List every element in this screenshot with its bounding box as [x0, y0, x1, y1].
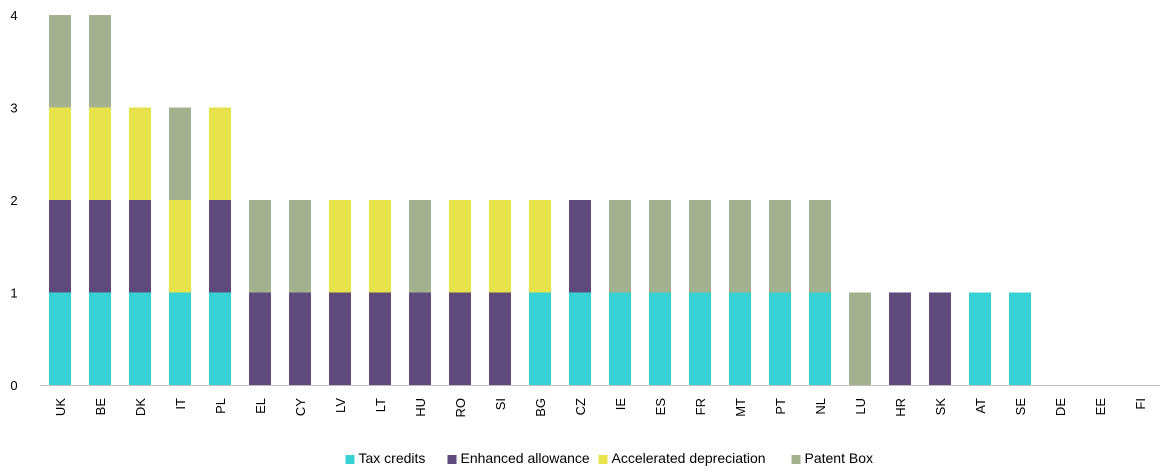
bar-segment-it-patent-box [169, 107, 191, 200]
bar-segment-lu-patent-box [849, 292, 871, 385]
bar-segment-nl-patent-box [809, 200, 831, 293]
bar-segment-ie-patent-box [609, 200, 631, 293]
x-tick-label-lv: LV [333, 398, 348, 413]
bar-segment-el-enhanced-allowance [249, 292, 271, 385]
x-tick-label-fi: FI [1133, 398, 1148, 410]
bar-segment-se-tax-credits [1009, 292, 1031, 385]
x-tick-label-at: AT [973, 398, 988, 414]
x-tick-label-dk: DK [133, 398, 148, 416]
bar-segment-bg-accelerated-depreciation [529, 200, 551, 293]
y-tick-label: 3 [10, 101, 17, 116]
bar-segment-dk-accelerated-depreciation [129, 107, 151, 200]
x-tick-label-bg: BG [533, 398, 548, 417]
bar-segment-lv-accelerated-depreciation [329, 200, 351, 293]
bar-segment-ro-enhanced-allowance [449, 292, 471, 385]
x-tick-label-lu: LU [853, 398, 868, 415]
x-tick-label-hu: HU [413, 398, 428, 417]
x-tick-label-uk: UK [53, 398, 68, 416]
x-tick-label-be: BE [93, 398, 108, 416]
bar-segment-el-patent-box [249, 200, 271, 293]
x-tick-label-ee: EE [1093, 398, 1108, 416]
bar-segment-ro-accelerated-depreciation [449, 200, 471, 293]
x-tick-label-se: SE [1013, 398, 1028, 416]
x-tick-label-pt: PT [773, 398, 788, 415]
bars [49, 15, 1031, 385]
x-tick-label-sk: SK [933, 398, 948, 416]
y-tick-label: 4 [10, 8, 17, 23]
bar-segment-pl-enhanced-allowance [209, 200, 231, 293]
x-tick-label-cy: CY [293, 398, 308, 416]
y-tick-label: 1 [10, 286, 17, 301]
bar-segment-be-patent-box [89, 15, 111, 108]
bar-segment-si-enhanced-allowance [489, 292, 511, 385]
x-tick-label-lt: LT [373, 398, 388, 412]
legend-label-patent-box: Patent Box [805, 450, 874, 466]
bar-segment-pl-tax-credits [209, 292, 231, 385]
x-tick-label-es: ES [653, 398, 668, 416]
x-axis: UK BE DK IT PL EL CY LV LT HU RO SI BG CZ IE ES FR MT PT NL… [40, 385, 1160, 418]
legend-label-enhanced-allowance: Enhanced allowance [461, 450, 590, 466]
x-tick-label-el: EL [253, 398, 268, 414]
bar-segment-cy-patent-box [289, 200, 311, 293]
bar-segment-hu-enhanced-allowance [409, 292, 431, 385]
y-tick-label: 2 [10, 193, 17, 208]
legend-swatch-enhanced-allowance [447, 455, 457, 464]
x-tick-label-pl: PL [213, 398, 228, 414]
bar-segment-sk-enhanced-allowance [929, 292, 951, 385]
bar-segment-fr-tax-credits [689, 292, 711, 385]
bar-segment-pl-accelerated-depreciation [209, 107, 231, 200]
x-tick-label-hr: HR [893, 398, 908, 417]
bar-segment-uk-tax-credits [49, 292, 71, 385]
legend-label-accelerated-depreciation: Accelerated depreciation [612, 450, 766, 466]
bar-segment-mt-tax-credits [729, 292, 751, 385]
x-tick-label-de: DE [1053, 398, 1068, 416]
bar-segment-lt-accelerated-depreciation [369, 200, 391, 293]
bar-segment-es-patent-box [649, 200, 671, 293]
bar-segment-cz-tax-credits [569, 292, 591, 385]
bar-segment-bg-tax-credits [529, 292, 551, 385]
y-axis: 0 1 2 3 4 [10, 8, 17, 393]
x-tick-label-nl: NL [813, 398, 828, 415]
bar-segment-hu-patent-box [409, 200, 431, 293]
x-tick-label-si: SI [493, 398, 508, 410]
bar-segment-hr-enhanced-allowance [889, 292, 911, 385]
x-tick-label-it: IT [173, 398, 188, 410]
bar-segment-lt-enhanced-allowance [369, 292, 391, 385]
x-tick-label-mt: MT [733, 398, 748, 417]
x-tick-label-fr: FR [693, 398, 708, 415]
x-tick-label-cz: CZ [573, 398, 588, 415]
bar-segment-cz-enhanced-allowance [569, 200, 591, 293]
bar-segment-at-tax-credits [969, 292, 991, 385]
legend-swatch-accelerated-depreciation [598, 455, 608, 464]
bar-segment-fr-patent-box [689, 200, 711, 293]
bar-segment-mt-patent-box [729, 200, 751, 293]
bar-segment-pt-patent-box [769, 200, 791, 293]
bar-segment-pt-tax-credits [769, 292, 791, 385]
bar-segment-uk-enhanced-allowance [49, 200, 71, 293]
bar-segment-uk-accelerated-depreciation [49, 107, 71, 200]
bar-segment-be-accelerated-depreciation [89, 107, 111, 200]
legend-swatch-patent-box [791, 455, 801, 464]
bar-segment-nl-tax-credits [809, 292, 831, 385]
bar-segment-si-accelerated-depreciation [489, 200, 511, 293]
legend-swatch-tax-credits [345, 455, 355, 464]
x-tick-label-ie: IE [613, 398, 628, 411]
legend: Tax credits Enhanced allowance Accelerated… [345, 450, 874, 466]
bar-segment-be-enhanced-allowance [89, 200, 111, 293]
bar-segment-uk-patent-box [49, 15, 71, 108]
bar-segment-it-accelerated-depreciation [169, 200, 191, 293]
bar-segment-ie-tax-credits [609, 292, 631, 385]
y-tick-label: 0 [10, 378, 17, 393]
legend-label-tax-credits: Tax credits [359, 450, 426, 466]
bar-segment-dk-tax-credits [129, 292, 151, 385]
bar-segment-lv-enhanced-allowance [329, 292, 351, 385]
bar-segment-cy-enhanced-allowance [289, 292, 311, 385]
bar-segment-es-tax-credits [649, 292, 671, 385]
x-tick-label-ro: RO [453, 398, 468, 418]
bar-segment-be-tax-credits [89, 292, 111, 385]
bar-segment-dk-enhanced-allowance [129, 200, 151, 293]
bar-segment-it-tax-credits [169, 292, 191, 385]
